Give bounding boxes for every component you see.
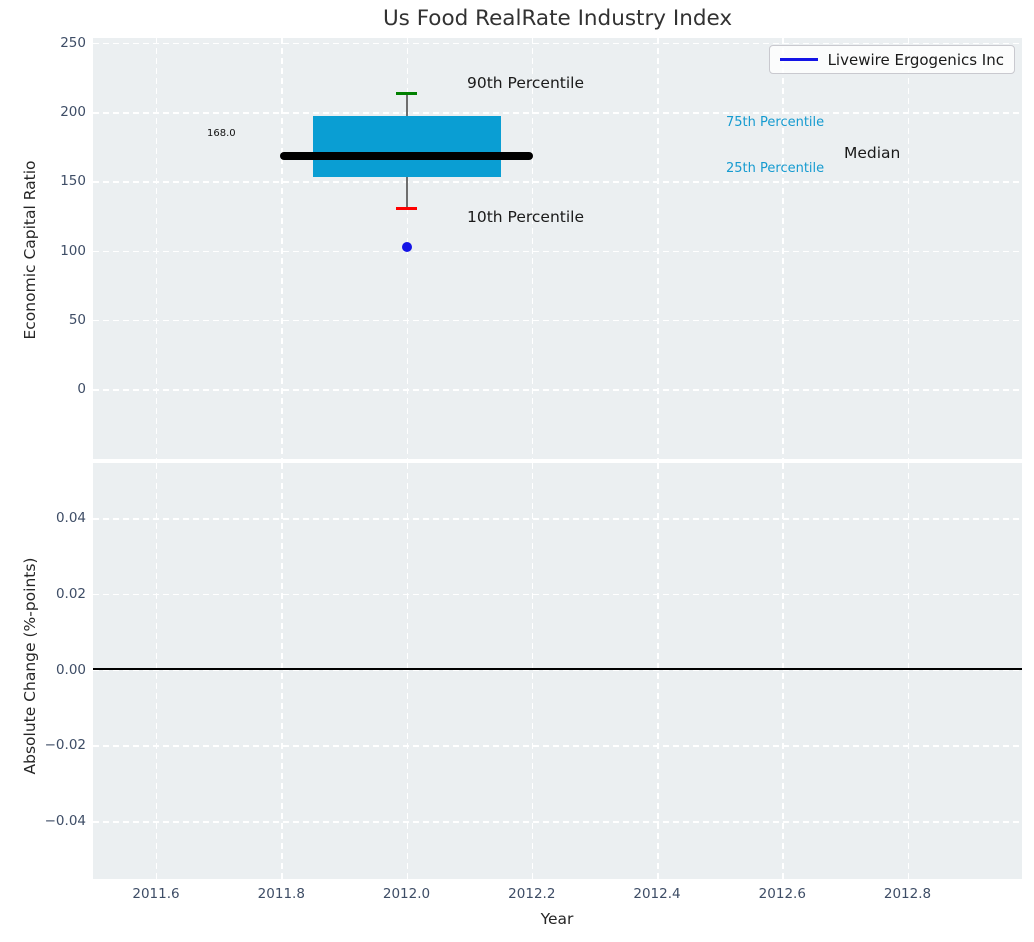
gridline-h [93,319,1022,322]
gridline-h [93,42,1022,45]
median-label: Median [844,144,901,162]
company-data-point [401,241,412,252]
xtick: 2011.6 [132,886,180,902]
xtick: 2012.8 [883,886,932,902]
median-line [280,152,533,160]
xtick: 2012.4 [633,886,681,902]
legend-entry-label: Livewire Ergogenics Inc [827,50,1004,69]
gridline-v [907,38,910,459]
xtick: 2012.2 [508,886,556,902]
gridline-v [657,38,659,459]
gridline-h [93,669,1022,672]
gridline-v [531,38,534,459]
bottom-ylabel: Absolute Change (%-points) [21,557,39,775]
chart-title: Us Food RealRate Industry Index [382,6,733,31]
median-value-label: 168.0 [207,128,236,139]
gridline-v [782,38,784,459]
xtick: 2012.0 [382,886,431,902]
ytick-bottom: −0.04 [44,813,86,829]
ytick-top: 50 [68,311,86,328]
p90-cap [396,91,417,95]
p10-cap [396,206,417,210]
gridline-v [155,38,158,459]
gridline-h [93,389,1022,391]
gridline-h [93,593,1022,596]
ytick-top: 200 [60,104,86,120]
p90-label: 90th Percentile [467,74,585,92]
p75-label: 75th Percentile [726,115,825,130]
gridline-h [93,250,1022,253]
ytick-bottom: −0.02 [44,737,86,754]
xtick: 2012.6 [758,886,806,902]
xtick: 2011.8 [257,886,305,902]
legend: Livewire Ergogenics Inc [768,45,1015,74]
gridline-h [93,518,1022,520]
gridline-v [281,38,283,459]
gridline-h [93,112,1022,114]
top-ylabel: Economic Capital Ratio [21,160,39,340]
xlabel: Year [540,910,574,928]
gridline-h [93,745,1022,747]
ytick-bottom: 0.04 [55,510,86,526]
ytick-bottom: 0.02 [55,585,86,602]
interquartile-box [313,115,501,177]
ytick-top: 0 [77,381,86,398]
bottom-plot-area [93,463,1022,879]
p25-label: 25th Percentile [726,160,825,176]
legend-line-sample [779,58,818,61]
ytick-top: 150 [60,173,86,190]
top-plot-area: 90th Percentile 10th Percentile 75th Per… [93,38,1022,459]
zero-baseline [93,667,1022,670]
ytick-top: 250 [60,34,86,51]
p10-label: 10th Percentile [467,208,585,226]
gridline-h [93,821,1022,823]
ytick-top: 100 [60,242,86,259]
gridline-h [93,181,1022,183]
ytick-bottom: 0.00 [55,661,86,678]
